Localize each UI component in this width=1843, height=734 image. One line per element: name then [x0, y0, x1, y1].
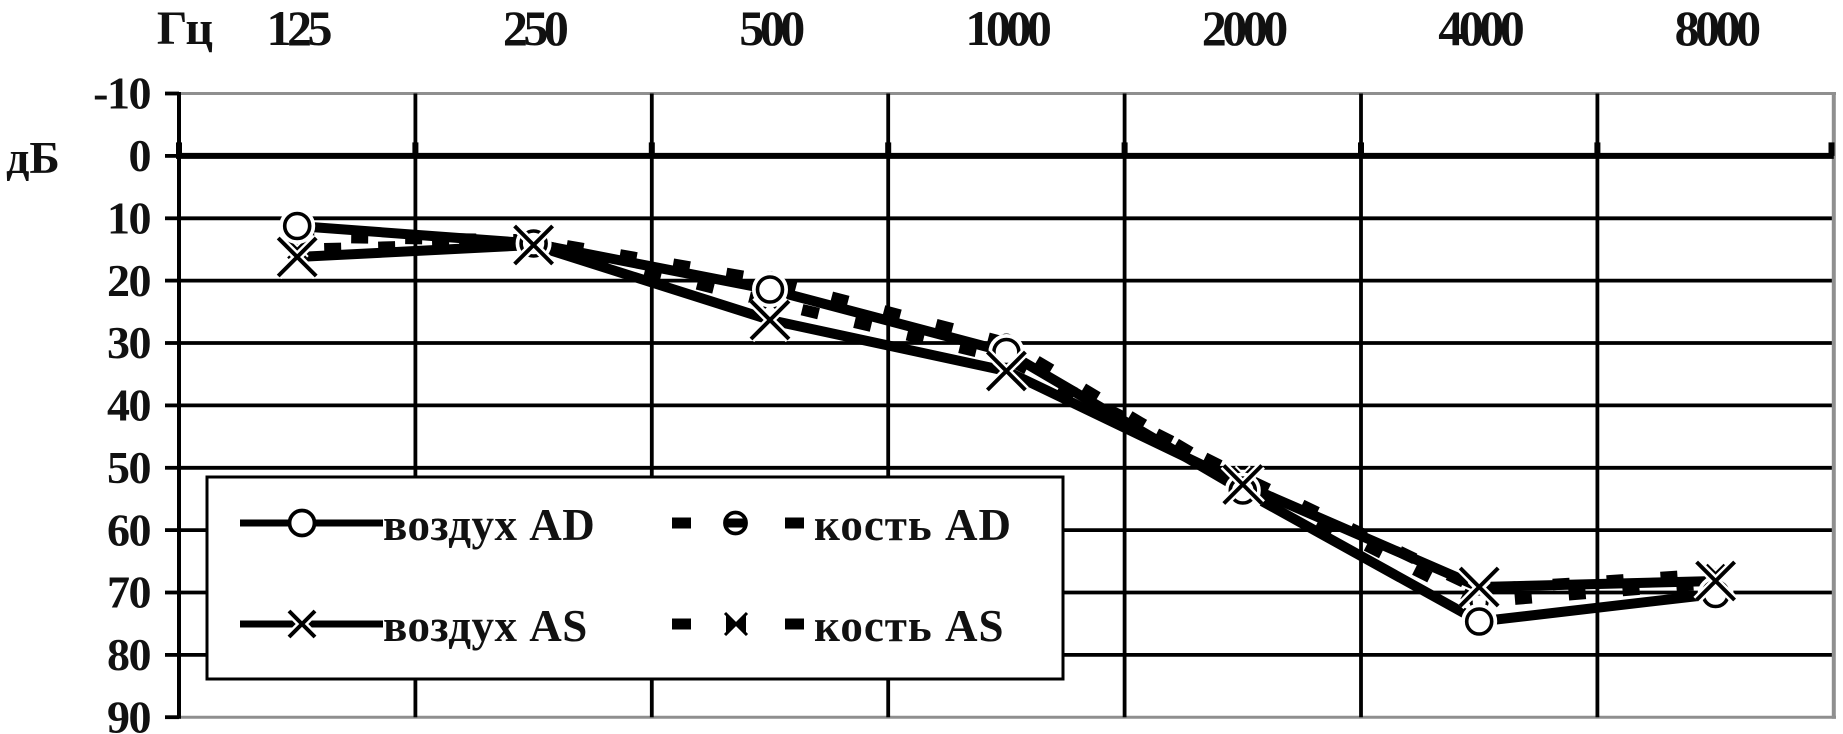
svg-text:50: 50 [107, 442, 151, 493]
svg-text:-10: -10 [93, 68, 150, 119]
svg-text:кость AD: кость AD [814, 500, 1012, 550]
svg-text:воздух AS: воздух AS [383, 601, 588, 651]
svg-text:70: 70 [107, 567, 151, 618]
svg-text:250: 250 [503, 0, 568, 56]
svg-text:1000: 1000 [965, 0, 1051, 56]
svg-text:0: 0 [129, 130, 151, 181]
svg-text:30: 30 [107, 317, 151, 368]
svg-text:60: 60 [107, 504, 151, 555]
svg-text:90: 90 [107, 691, 151, 734]
svg-text:дБ: дБ [6, 132, 60, 183]
svg-text:воздух AD: воздух AD [383, 500, 595, 550]
svg-text:125: 125 [266, 0, 331, 56]
svg-text:80: 80 [107, 629, 151, 680]
svg-text:4000: 4000 [1438, 0, 1524, 56]
svg-text:кость AS: кость AS [814, 601, 1004, 651]
svg-text:500: 500 [739, 0, 804, 56]
svg-text:Гц: Гц [157, 2, 213, 55]
svg-text:2000: 2000 [1202, 0, 1288, 56]
svg-text:20: 20 [107, 255, 151, 306]
svg-text:10: 10 [107, 192, 151, 243]
svg-text:8000: 8000 [1675, 0, 1761, 56]
svg-text:40: 40 [107, 380, 151, 431]
